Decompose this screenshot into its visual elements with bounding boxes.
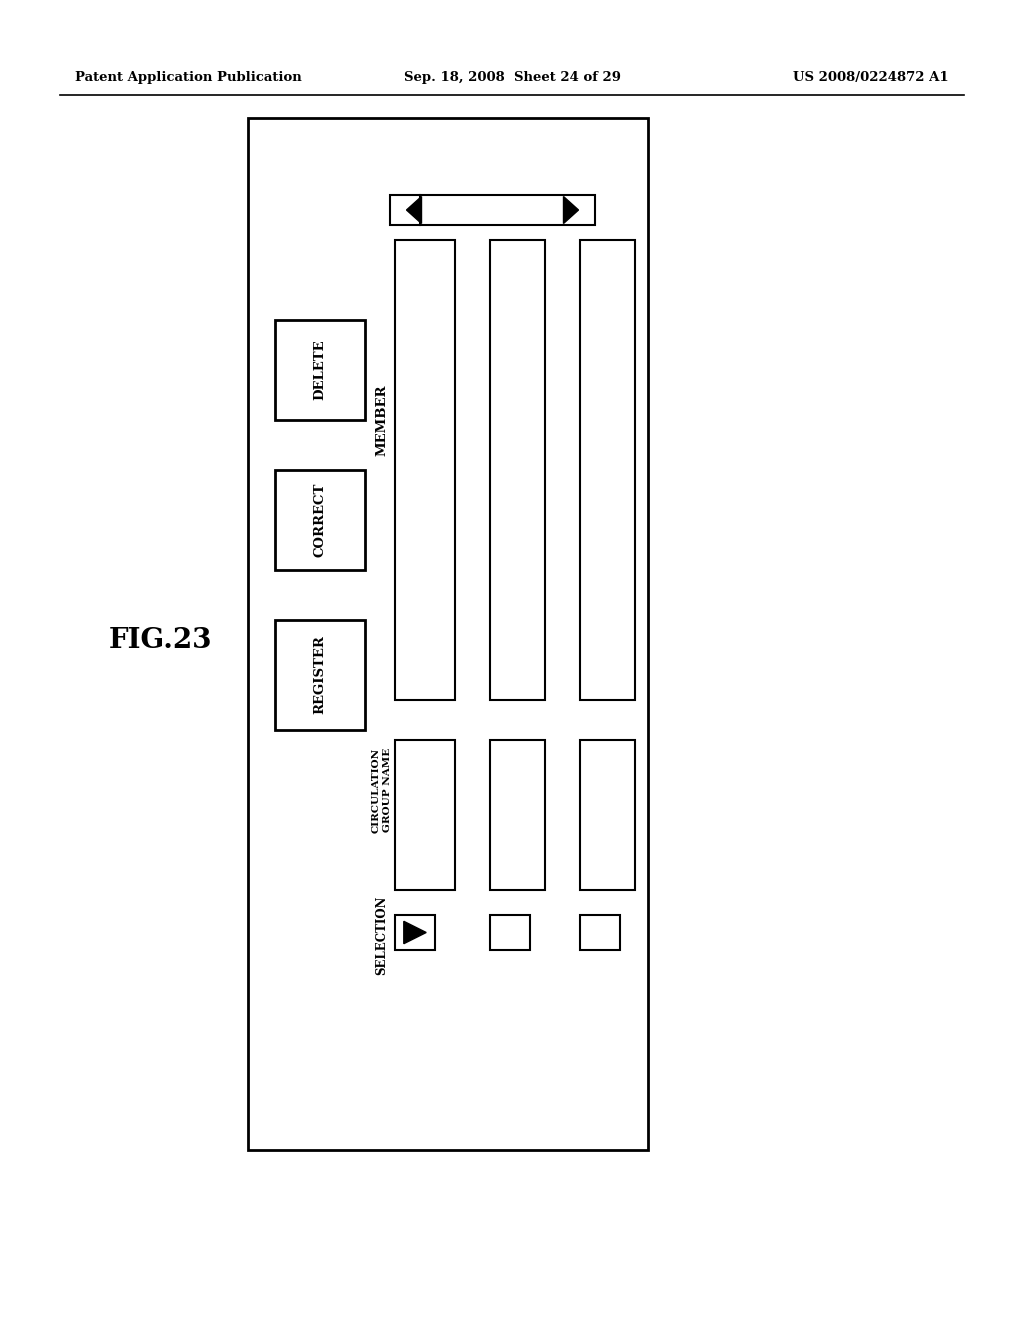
Bar: [275, 470, 365, 570]
Bar: [395, 240, 455, 700]
Bar: [490, 240, 545, 700]
Bar: [490, 915, 530, 950]
Bar: [275, 319, 365, 420]
Text: Patent Application Publication: Patent Application Publication: [75, 71, 302, 84]
Text: US 2008/0224872 A1: US 2008/0224872 A1: [794, 71, 949, 84]
Bar: [580, 240, 635, 700]
Text: FIG.23: FIG.23: [109, 627, 212, 653]
Text: Sep. 18, 2008  Sheet 24 of 29: Sep. 18, 2008 Sheet 24 of 29: [403, 71, 621, 84]
Polygon shape: [563, 197, 579, 223]
Bar: [490, 741, 545, 890]
Text: CIRCULATION
GROUP NAME: CIRCULATION GROUP NAME: [372, 747, 392, 833]
Bar: [395, 741, 455, 890]
Bar: [395, 915, 435, 950]
Text: CORRECT: CORRECT: [313, 483, 327, 557]
Bar: [390, 195, 595, 224]
Bar: [580, 741, 635, 890]
Text: MEMBER: MEMBER: [376, 384, 388, 455]
Bar: [275, 620, 365, 730]
Bar: [248, 117, 648, 1150]
Text: SELECTION: SELECTION: [376, 895, 388, 974]
Text: DELETE: DELETE: [313, 339, 327, 400]
Bar: [580, 915, 620, 950]
Text: REGISTER: REGISTER: [313, 635, 327, 714]
Polygon shape: [407, 197, 422, 223]
Polygon shape: [403, 921, 426, 944]
